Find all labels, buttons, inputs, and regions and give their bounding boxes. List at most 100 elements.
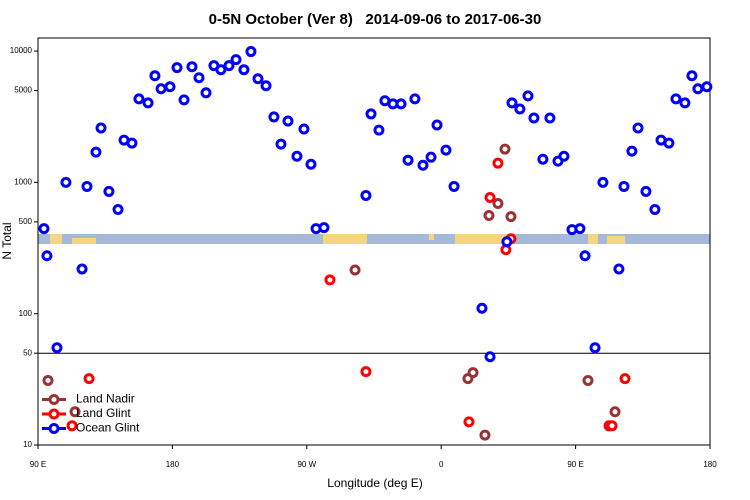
chart-title: 0-5N October (Ver 8) 2014-09-06 to 2017-… xyxy=(209,11,542,28)
point xyxy=(619,373,631,385)
legend-marker xyxy=(48,423,60,434)
plot-frame xyxy=(37,37,711,446)
point xyxy=(186,61,198,73)
point xyxy=(83,373,95,385)
point xyxy=(492,157,504,169)
legend-marker xyxy=(48,394,60,405)
point xyxy=(582,374,594,386)
legend-marker xyxy=(48,408,60,420)
point xyxy=(215,64,227,76)
y-tick-label: 500 xyxy=(19,217,33,226)
point xyxy=(632,122,644,134)
x-tick-label: 90 E xyxy=(30,460,46,469)
point xyxy=(69,406,81,418)
point xyxy=(66,420,78,432)
ocean-strip xyxy=(38,234,710,244)
point xyxy=(574,223,586,235)
point xyxy=(663,137,675,149)
point xyxy=(463,416,475,428)
y-axis-label: N Total xyxy=(0,222,14,259)
point xyxy=(597,176,609,188)
point xyxy=(448,180,460,192)
point xyxy=(499,143,511,155)
point xyxy=(506,97,518,109)
y-tick-label: 50 xyxy=(23,348,32,357)
point xyxy=(103,185,115,197)
x-tick-label: 180 xyxy=(166,460,180,469)
point xyxy=(305,158,317,170)
legend-label: Ocean Glint xyxy=(76,421,140,435)
x-tick-label: 180 xyxy=(703,460,717,469)
y-tick-label: 10000 xyxy=(10,46,33,55)
point xyxy=(318,222,330,234)
point xyxy=(609,406,621,418)
point xyxy=(171,62,183,74)
point xyxy=(223,60,235,72)
point xyxy=(360,366,372,378)
point xyxy=(90,146,102,158)
point xyxy=(514,103,526,115)
point xyxy=(42,374,54,386)
point xyxy=(60,176,72,188)
point xyxy=(537,153,549,165)
land-strip xyxy=(607,236,625,244)
point xyxy=(112,204,124,216)
point xyxy=(38,223,50,235)
y-tick-label: 1000 xyxy=(14,177,32,186)
point xyxy=(579,250,591,262)
point xyxy=(649,204,661,216)
land-strip xyxy=(323,234,367,244)
point xyxy=(178,94,190,106)
point xyxy=(291,150,303,162)
point xyxy=(282,115,294,127)
point xyxy=(245,46,257,58)
point xyxy=(149,70,161,82)
point xyxy=(528,112,540,124)
x-axis-label: Longitude (deg E) xyxy=(327,476,422,490)
point xyxy=(230,54,242,66)
x-tick-label: 0 xyxy=(439,460,444,469)
point xyxy=(501,236,513,248)
point xyxy=(252,73,264,85)
surface-strip xyxy=(38,234,710,244)
point xyxy=(613,263,625,275)
point xyxy=(440,144,452,156)
point xyxy=(679,97,691,109)
point xyxy=(402,154,414,166)
point xyxy=(692,83,704,95)
point xyxy=(164,81,176,93)
series xyxy=(38,46,713,363)
point xyxy=(349,264,361,276)
point xyxy=(51,342,63,354)
point xyxy=(484,191,496,203)
point xyxy=(425,151,437,163)
point xyxy=(505,211,517,223)
point xyxy=(479,429,491,441)
point xyxy=(142,97,154,109)
point xyxy=(133,93,145,105)
point xyxy=(373,124,385,136)
point xyxy=(686,70,698,82)
point xyxy=(467,367,479,379)
point xyxy=(626,145,638,157)
point xyxy=(275,138,287,150)
point xyxy=(522,90,534,102)
point xyxy=(409,93,421,105)
point xyxy=(260,80,272,92)
point xyxy=(395,98,407,110)
series xyxy=(42,143,621,441)
y-tick-label: 100 xyxy=(19,309,33,318)
point xyxy=(155,83,167,95)
x-tick-label: 90 W xyxy=(297,460,316,469)
point xyxy=(483,210,495,222)
point xyxy=(41,250,53,262)
land-strip xyxy=(50,234,62,244)
point xyxy=(484,351,496,363)
land-strip xyxy=(455,234,508,244)
point xyxy=(268,111,280,123)
point xyxy=(193,72,205,84)
point xyxy=(126,137,138,149)
point xyxy=(298,123,310,135)
